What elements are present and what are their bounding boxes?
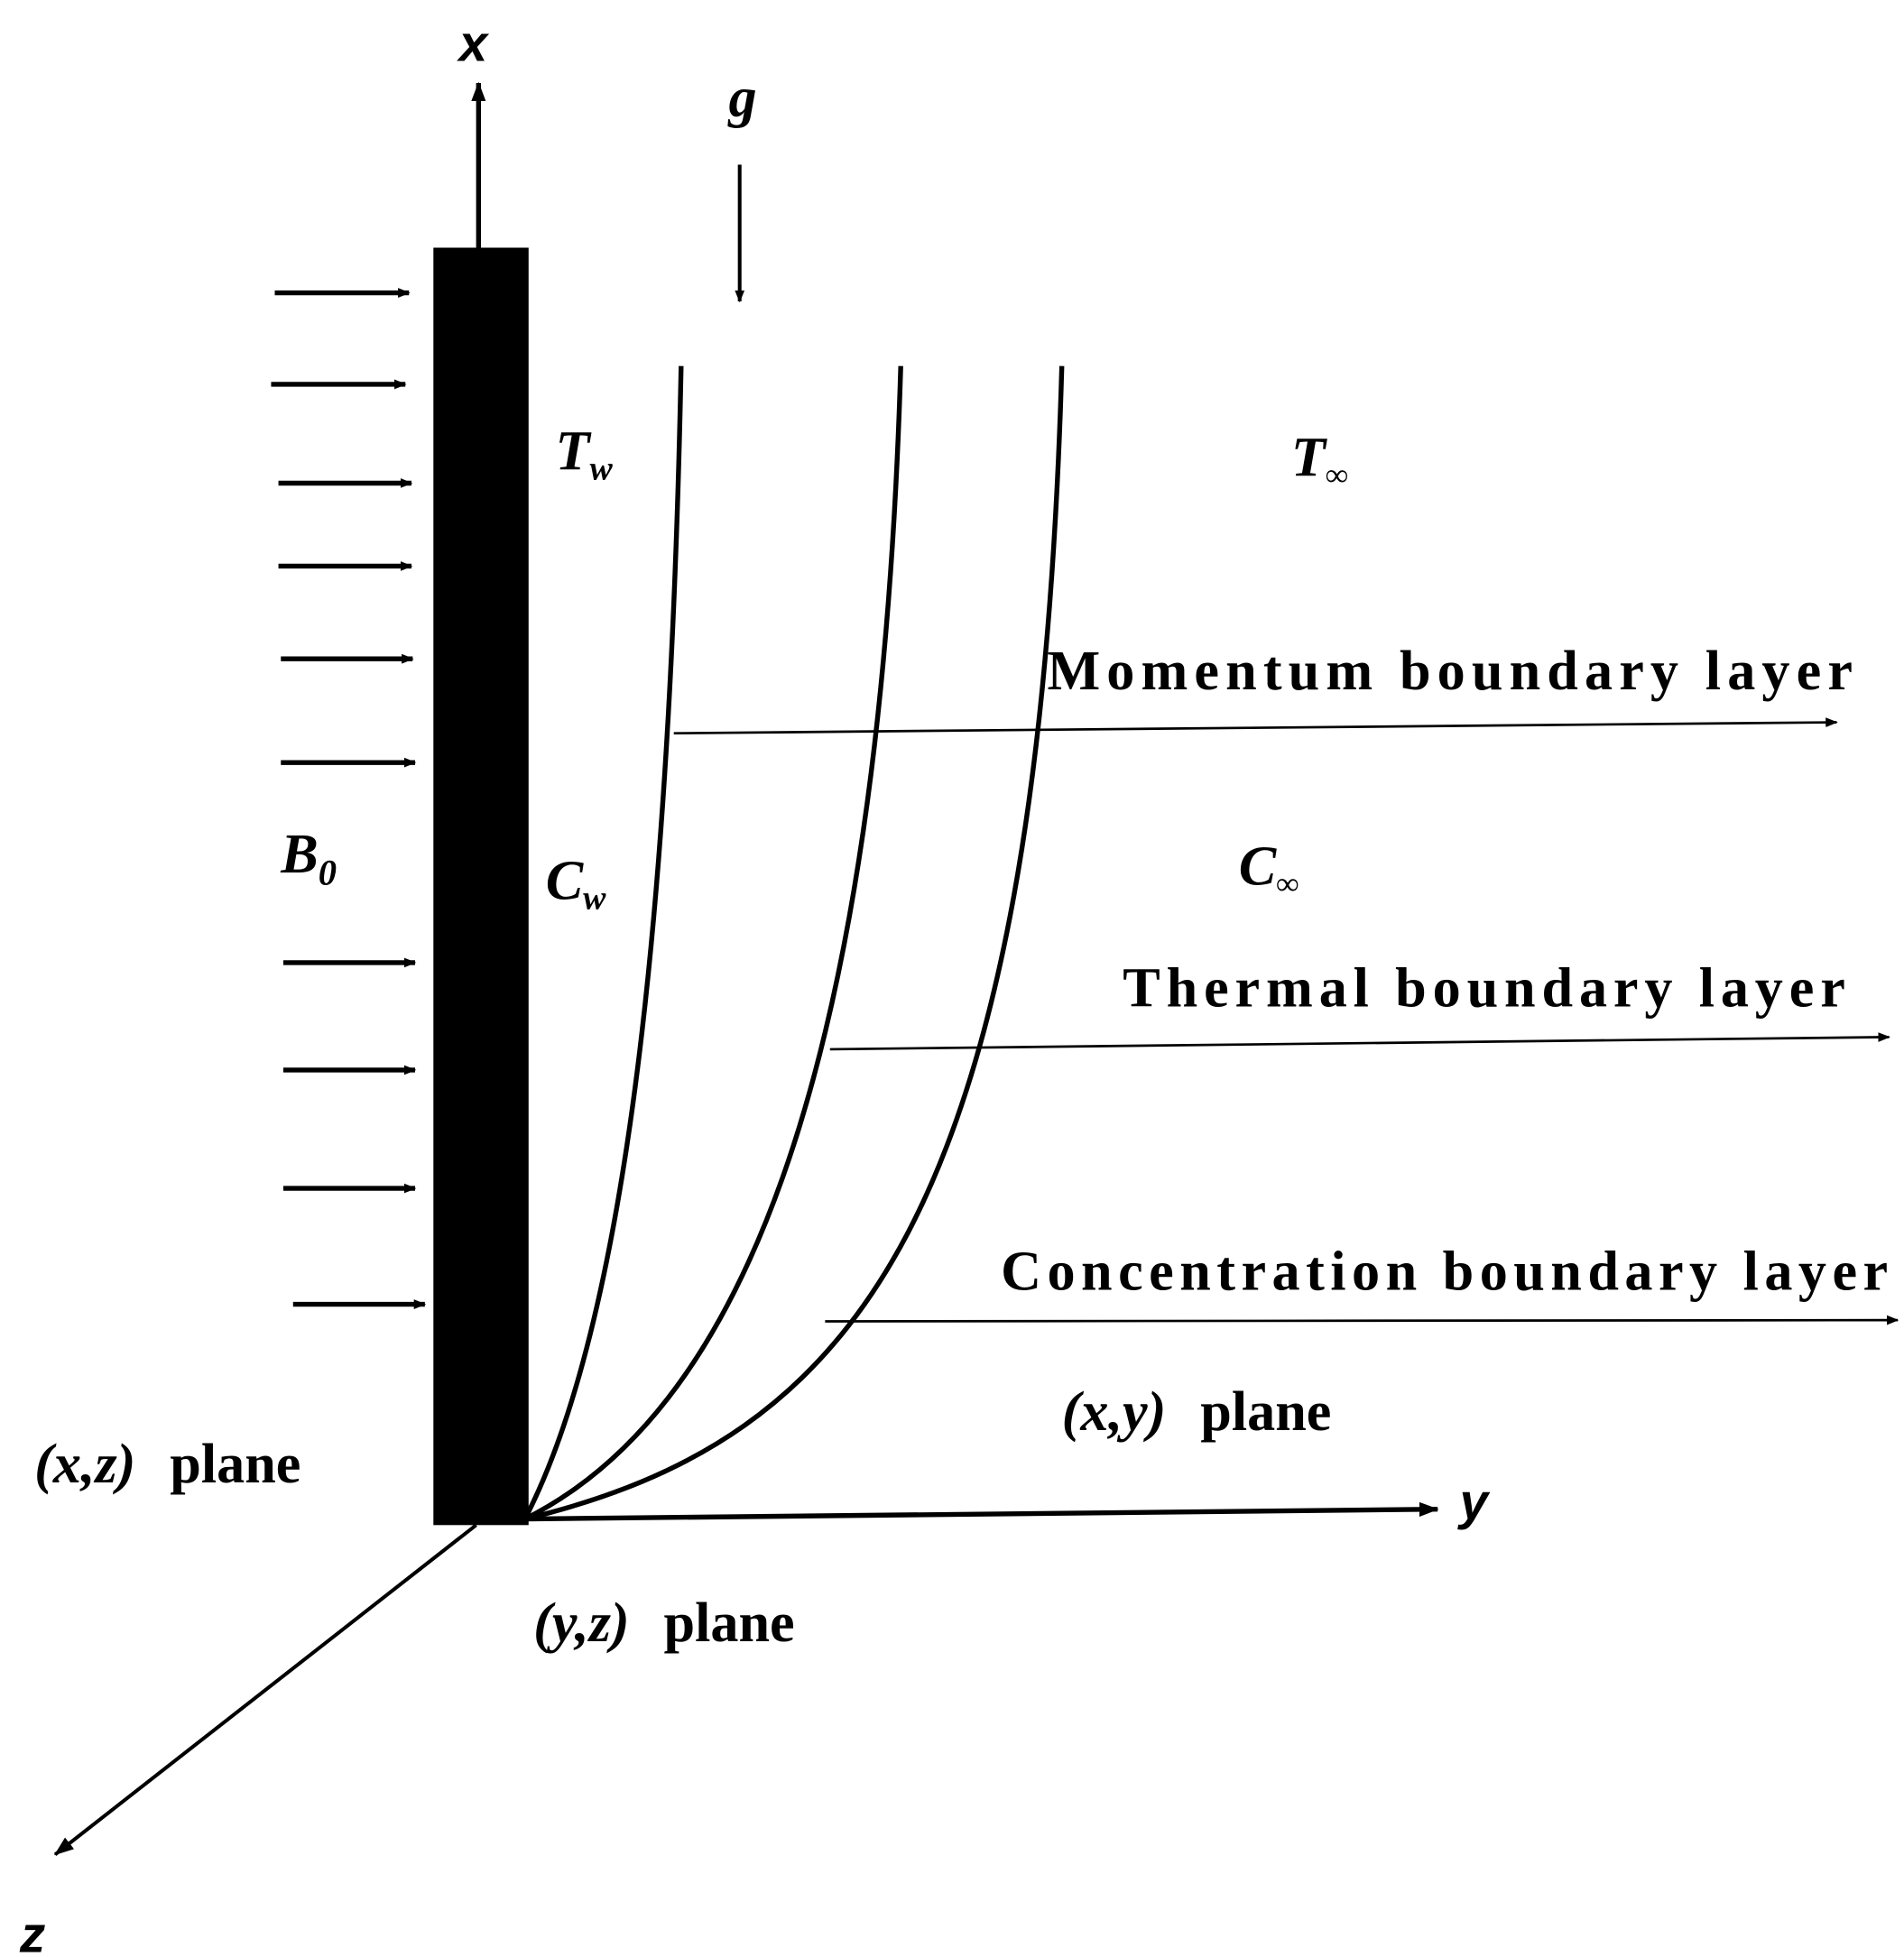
vertical-plate (433, 247, 529, 1526)
wall-temperature-label: Tw (556, 421, 614, 488)
yz-plane-label: (y,z) plane (533, 1592, 794, 1654)
gravity-label: g (727, 67, 757, 128)
x-axis-label: x (457, 16, 490, 73)
wall-concentration-label: Cw (546, 851, 606, 918)
momentum-leader-arrow (673, 717, 1838, 735)
concentration-boundary-label: Concentration boundary layer (1001, 1241, 1888, 1302)
z-axis-arrow (53, 1523, 477, 1857)
momentum-boundary-curve (522, 365, 684, 1520)
z-axis-label: z (19, 1907, 45, 1957)
concentration-boundary-curve (524, 365, 1065, 1522)
ambient-concentration-label: C∞ (1239, 835, 1299, 901)
thermal-boundary-curve (523, 365, 903, 1521)
y-axis-label: y (1457, 1474, 1491, 1531)
xz-plane-label: (x,z) plane (34, 1434, 300, 1495)
magnetic-field-label: B0 (280, 824, 337, 893)
y-axis-arrow (524, 1501, 1439, 1522)
thermal-leader-arrow (829, 1032, 1890, 1051)
magnetic-field-arrows (271, 288, 427, 1309)
ambient-temperature-label: T∞ (1291, 427, 1348, 493)
xy-plane-label: (x,y) plane (1062, 1381, 1332, 1443)
thermal-boundary-label: Thermal boundary layer (1123, 958, 1845, 1020)
concentration-leader-arrow (825, 1315, 1899, 1325)
momentum-boundary-label: Momentum boundary layer (1047, 641, 1852, 702)
